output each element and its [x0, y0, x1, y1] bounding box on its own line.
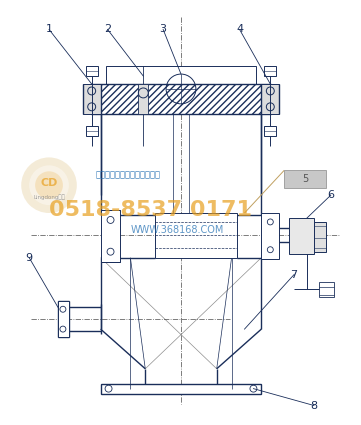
Text: 9: 9: [26, 252, 33, 263]
Bar: [105, 66, 256, 84]
Circle shape: [29, 165, 69, 205]
Text: 4: 4: [236, 24, 243, 34]
Bar: [83, 84, 101, 114]
Bar: [261, 213, 279, 259]
Text: 0518-8537 0171: 0518-8537 0171: [49, 200, 252, 220]
Text: 6: 6: [327, 190, 334, 200]
Text: CD: CD: [40, 178, 58, 188]
Bar: [314, 222, 326, 252]
Bar: [86, 126, 97, 136]
Text: 5: 5: [302, 174, 308, 184]
Bar: [319, 283, 334, 297]
Bar: [284, 170, 326, 188]
Circle shape: [35, 171, 63, 199]
Bar: [101, 210, 121, 262]
Bar: [261, 84, 279, 114]
Bar: [155, 213, 236, 258]
Bar: [86, 66, 97, 76]
Bar: [91, 84, 271, 114]
Text: 3: 3: [160, 24, 167, 34]
Bar: [264, 66, 276, 76]
Text: 2: 2: [104, 24, 111, 34]
Bar: [58, 301, 69, 337]
Bar: [264, 126, 276, 136]
Text: 1: 1: [45, 24, 52, 34]
Bar: [138, 84, 148, 114]
Circle shape: [21, 157, 77, 213]
Text: 7: 7: [291, 269, 298, 280]
Text: 8: 8: [310, 400, 318, 411]
Text: 连云港灵动机电设备有限公司: 连云港灵动机电设备有限公司: [96, 171, 161, 180]
Bar: [289, 218, 314, 254]
Text: Lingdong灵动: Lingdong灵动: [33, 194, 65, 200]
Bar: [101, 384, 261, 394]
Text: WWW.368168.COM: WWW.368168.COM: [130, 225, 224, 235]
